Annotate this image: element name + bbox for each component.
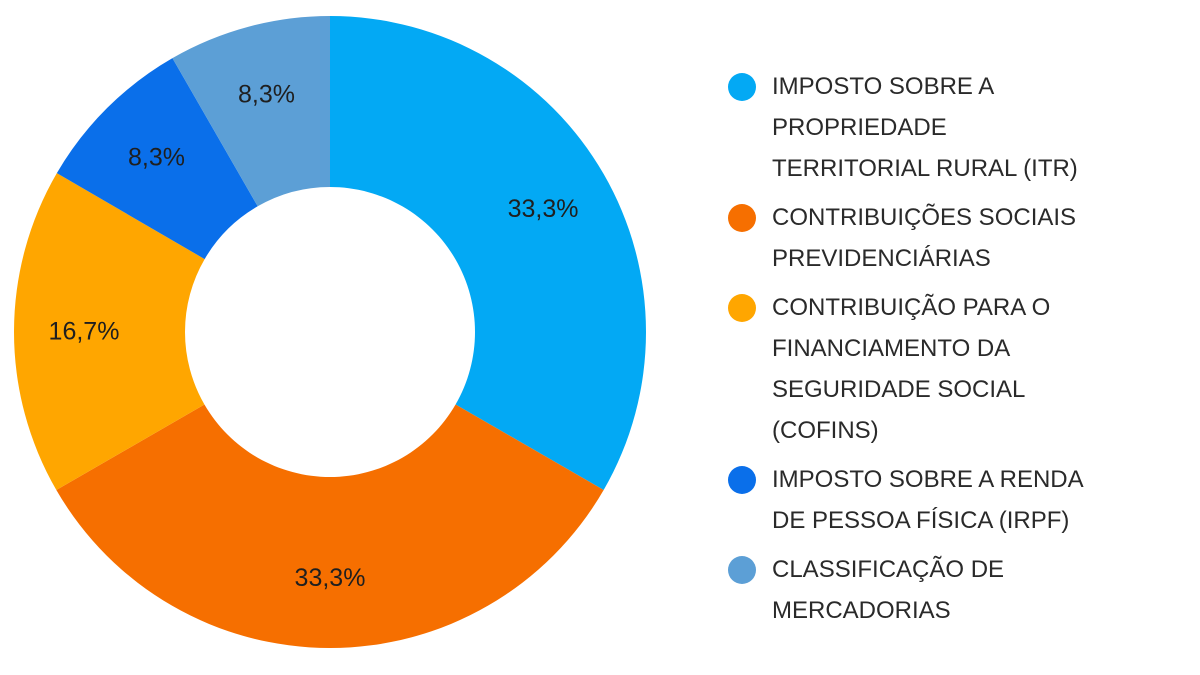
legend-label: IMPOSTO SOBRE A RENDA DE PESSOA FÍSICA (… <box>772 466 1084 534</box>
donut-slice-4 <box>56 58 258 260</box>
legend-item-4: IMPOSTO SOBRE A RENDA DE PESSOA FÍSICA (… <box>728 459 1168 541</box>
legend-label: CONTRIBUIÇÕES SOCIAIS PREVIDENCIÁRIAS <box>772 204 1077 272</box>
legend-swatch-icon <box>728 556 756 584</box>
slice-value-label-3: 16,7% <box>49 318 120 346</box>
legend-item-5: CLASSIFICAÇÃO DE MERCADORIAS <box>728 549 1168 631</box>
legend-swatch-icon <box>728 73 756 101</box>
donut-slice-1 <box>330 16 646 490</box>
donut-slice-3 <box>13 173 205 490</box>
legend-label: IMPOSTO SOBRE A PROPRIEDADE TERRITORIAL … <box>772 73 1078 182</box>
slice-value-label-1: 33,3% <box>508 195 579 223</box>
legend-swatch-icon <box>728 204 756 232</box>
donut-chart: 33,3% 33,3% 16,7% 8,3% 8,3% <box>13 16 646 648</box>
legend-swatch-icon <box>728 466 756 494</box>
slice-value-label-2: 33,3% <box>295 564 366 592</box>
legend-label: CONTRIBUIÇÃO PARA O FINANCIAMENTO DA SEG… <box>772 294 1051 444</box>
legend-item-2: CONTRIBUIÇÕES SOCIAIS PREVIDENCIÁRIAS <box>728 197 1168 279</box>
legend-swatch-icon <box>728 294 756 322</box>
donut-slice-5 <box>172 16 330 207</box>
slice-value-label-5: 8,3% <box>238 80 295 108</box>
legend-item-1: IMPOSTO SOBRE A PROPRIEDADE TERRITORIAL … <box>728 66 1168 189</box>
slice-value-label-4: 8,3% <box>128 144 185 172</box>
donut-chart-svg: 33,3% 33,3% 16,7% 8,3% 8,3% <box>13 16 646 648</box>
chart-legend: IMPOSTO SOBRE A PROPRIEDADE TERRITORIAL … <box>728 66 1168 639</box>
legend-item-3: CONTRIBUIÇÃO PARA O FINANCIAMENTO DA SEG… <box>728 287 1168 451</box>
donut-slice-2 <box>56 404 604 648</box>
legend-label: CLASSIFICAÇÃO DE MERCADORIAS <box>772 556 1005 624</box>
